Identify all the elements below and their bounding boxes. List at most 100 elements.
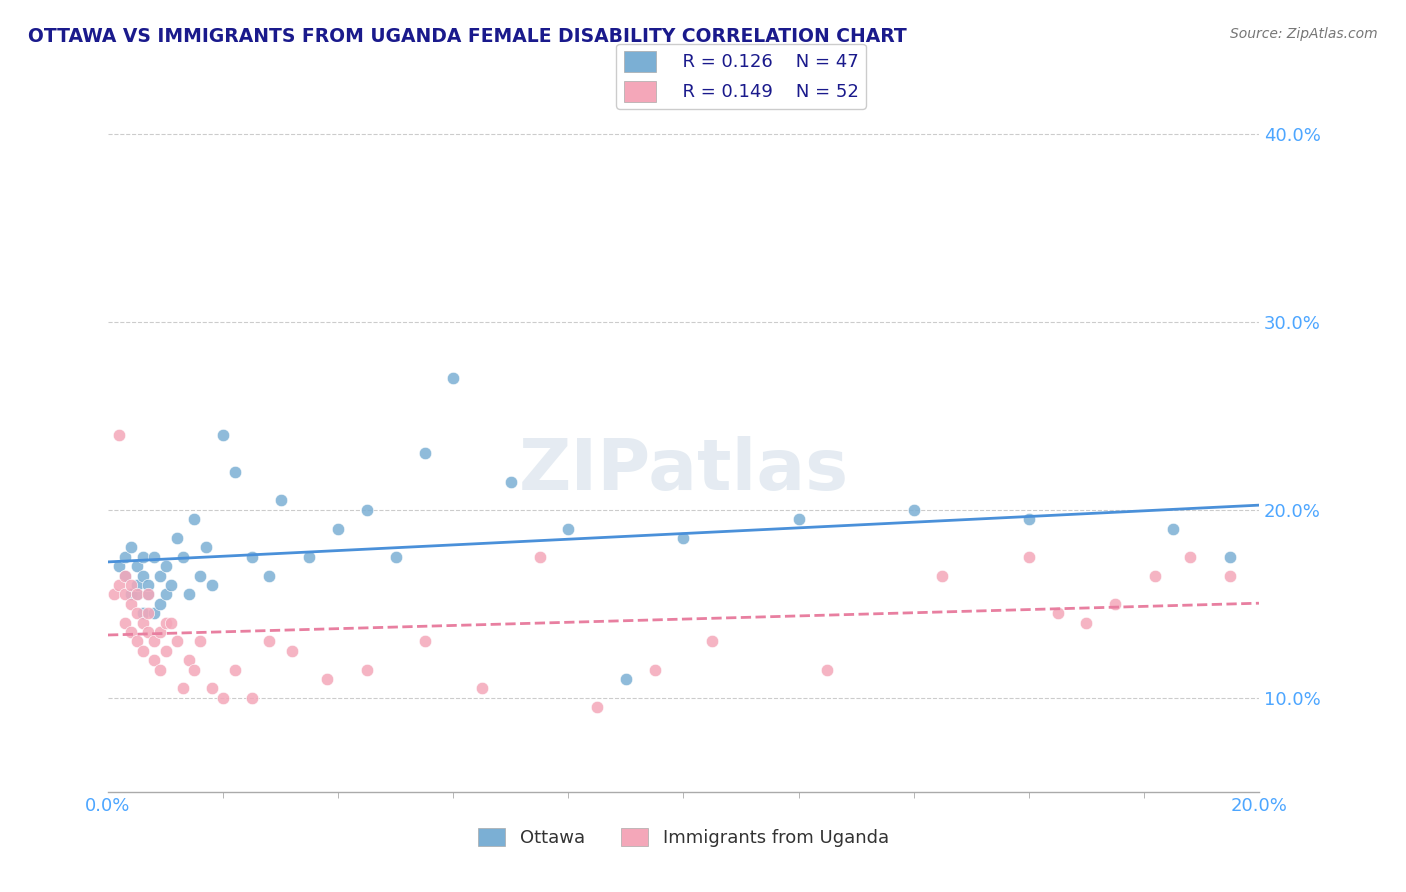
Point [200, 681, 222, 696]
Point [183, 663, 205, 677]
Point [1018, 549, 1040, 564]
Point [177, 587, 200, 601]
Point [787, 512, 810, 526]
Point [931, 568, 953, 582]
Point [155, 559, 177, 574]
Point [143, 634, 166, 648]
Point [529, 549, 551, 564]
Point [125, 587, 148, 601]
Point [136, 578, 159, 592]
Text: Source: ZipAtlas.com: Source: ZipAtlas.com [1230, 27, 1378, 41]
Text: ZIPatlas: ZIPatlas [519, 436, 849, 505]
Point [108, 559, 131, 574]
Point [471, 681, 494, 696]
Point [441, 371, 464, 385]
Point [188, 568, 211, 582]
Point [183, 512, 205, 526]
Point [125, 559, 148, 574]
Point [160, 615, 183, 630]
Point [131, 568, 153, 582]
Point [143, 549, 166, 564]
Point [298, 549, 321, 564]
Point [155, 587, 177, 601]
Point [114, 549, 136, 564]
Point [586, 700, 609, 714]
Point [194, 541, 217, 555]
Point [224, 663, 246, 677]
Point [120, 578, 142, 592]
Point [143, 653, 166, 667]
Point [212, 690, 235, 705]
Point [702, 634, 724, 648]
Point [1178, 549, 1201, 564]
Point [136, 624, 159, 639]
Point [125, 587, 148, 601]
Point [356, 502, 378, 516]
Point [356, 663, 378, 677]
Point [815, 663, 838, 677]
Point [212, 427, 235, 442]
Point [103, 587, 125, 601]
Point [257, 568, 280, 582]
Point [1161, 522, 1184, 536]
Point [384, 549, 406, 564]
Point [557, 522, 579, 536]
Text: OTTAWA VS IMMIGRANTS FROM UGANDA FEMALE DISABILITY CORRELATION CHART: OTTAWA VS IMMIGRANTS FROM UGANDA FEMALE … [28, 27, 907, 45]
Point [166, 531, 188, 545]
Point [224, 465, 246, 479]
Point [328, 522, 350, 536]
Point [125, 578, 148, 592]
Legend: Ottawa, Immigrants from Uganda: Ottawa, Immigrants from Uganda [471, 821, 896, 855]
Point [120, 541, 142, 555]
Point [644, 663, 666, 677]
Point [172, 549, 194, 564]
Point [257, 634, 280, 648]
Point [108, 578, 131, 592]
Point [136, 606, 159, 620]
Point [1219, 568, 1241, 582]
Point [1219, 549, 1241, 564]
Point [120, 597, 142, 611]
Point [155, 644, 177, 658]
Point [149, 663, 172, 677]
Point [240, 549, 263, 564]
Point [131, 644, 153, 658]
Point [166, 634, 188, 648]
Point [1018, 512, 1040, 526]
Point [155, 615, 177, 630]
Point [270, 493, 292, 508]
Point [188, 634, 211, 648]
Point [114, 615, 136, 630]
Point [131, 615, 153, 630]
Point [149, 568, 172, 582]
Point [1076, 615, 1098, 630]
Point [149, 597, 172, 611]
Point [120, 587, 142, 601]
Point [1144, 568, 1167, 582]
Point [136, 587, 159, 601]
Point [160, 578, 183, 592]
Point [136, 587, 159, 601]
Point [120, 624, 142, 639]
Point [114, 568, 136, 582]
Point [1046, 606, 1069, 620]
Point [149, 624, 172, 639]
Point [499, 475, 522, 489]
Point [614, 672, 637, 686]
Point [903, 502, 925, 516]
Point [131, 549, 153, 564]
Point [177, 653, 200, 667]
Point [200, 578, 222, 592]
Point [143, 606, 166, 620]
Point [240, 690, 263, 705]
Point [1104, 597, 1126, 611]
Point [114, 568, 136, 582]
Point [315, 672, 337, 686]
Point [125, 606, 148, 620]
Point [108, 427, 131, 442]
Point [672, 531, 695, 545]
Point [131, 606, 153, 620]
Point [114, 587, 136, 601]
Point [413, 634, 436, 648]
Point [281, 644, 304, 658]
